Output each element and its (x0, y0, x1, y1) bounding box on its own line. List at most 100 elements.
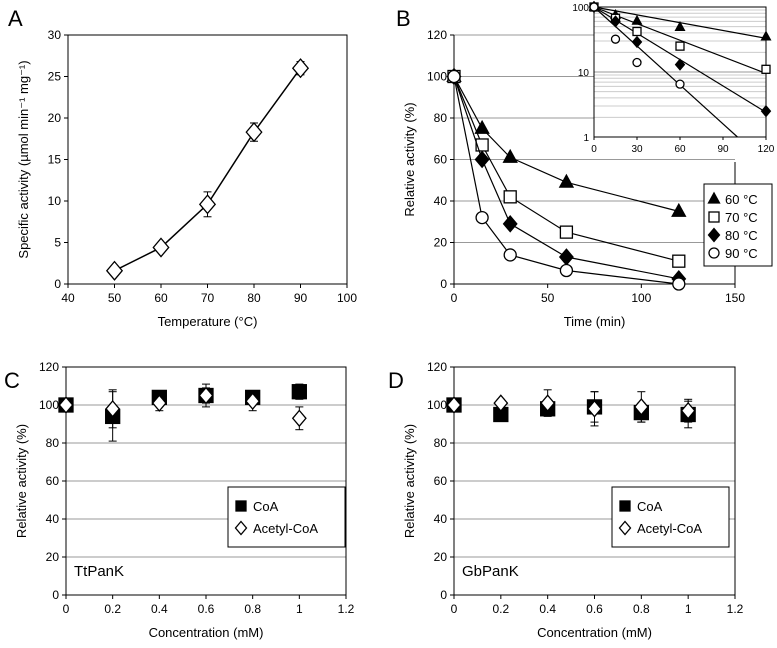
x-axis-label: Temperature (°C) (158, 314, 258, 329)
data-point (671, 202, 687, 217)
data-point (672, 277, 686, 291)
plot-frame (65, 366, 347, 596)
inset-data-point (610, 34, 621, 44)
legend-marker (708, 211, 720, 223)
data-point (493, 394, 509, 412)
data-point (633, 398, 649, 416)
data-point (587, 399, 602, 418)
fit-line (593, 6, 738, 138)
y-axis-label: Relative activity (%) (14, 424, 29, 538)
data-point (291, 58, 310, 79)
legend-marker (619, 500, 631, 512)
x-tick-label: 1.2 (727, 602, 744, 616)
x-tick-label: 100 (337, 291, 357, 305)
x-tick-label: 0.6 (586, 602, 603, 616)
y-tick-label: 60 (46, 474, 60, 488)
series-line (114, 67, 302, 272)
inset-data-point (674, 20, 686, 31)
y-tick-label: 20 (434, 236, 448, 250)
y-tick-label: 120 (427, 360, 447, 374)
panel-letter: B (396, 6, 411, 31)
data-point (503, 190, 517, 204)
y-tick-label: 100 (39, 398, 59, 412)
y-tick-label: 60 (434, 474, 448, 488)
x-axis-label: Time (min) (564, 314, 626, 329)
x-tick-label: 40 (61, 291, 75, 305)
inset-data-point (760, 30, 772, 41)
inset-data-point (760, 104, 772, 118)
legend-label: CoA (253, 499, 279, 514)
inset: 1 10 100 0 30 60 90 120 (572, 0, 775, 155)
y-tick-label: 40 (434, 512, 448, 526)
x-tick-label: 60 (154, 291, 168, 305)
legend-label: 70 °C (725, 210, 758, 225)
legend-marker (618, 520, 632, 536)
x-tick-label: 90 (294, 291, 308, 305)
x-tick-label: 150 (725, 291, 745, 305)
y-tick-label: 40 (46, 512, 60, 526)
y-tick-label: 30 (48, 28, 62, 42)
inset-x-tick-label: 60 (674, 144, 686, 155)
x-tick-label: 1 (685, 602, 692, 616)
y-tick-label: 100 (427, 70, 447, 84)
x-tick-label: 0 (63, 602, 70, 616)
data-point (559, 225, 574, 239)
y-tick-label: 40 (434, 194, 448, 208)
y-tick-label: 25 (48, 70, 62, 84)
x-tick-label: 0.2 (492, 602, 509, 616)
y-tick-label: 0 (54, 277, 61, 291)
x-tick-label: 0.4 (151, 602, 168, 616)
y-axis-label: Relative activity (%) (402, 424, 417, 538)
x-tick-label: 50 (541, 291, 555, 305)
data-point (672, 254, 686, 268)
data-point (245, 392, 261, 411)
data-point (446, 396, 462, 414)
data-point (58, 396, 74, 414)
x-tick-label: 1 (296, 602, 303, 616)
data-point (198, 194, 217, 215)
data-point (291, 384, 307, 400)
panel-D: D 0 20 40 60 80 100 120 0 0.2 0.4 0.6 0.8 1 1.2 Concent… (388, 360, 744, 640)
panel-annotation: GbPanK (462, 563, 519, 580)
x-tick-label: 100 (631, 291, 651, 305)
data-point (105, 399, 121, 418)
inset-x-tick-label: 90 (717, 144, 729, 155)
y-tick-label: 20 (434, 550, 448, 564)
inset-data-point (631, 14, 643, 25)
y-tick-label: 120 (427, 28, 447, 42)
panel-C: C 0 20 40 60 80 100 120 0 0.2 0.4 0.6 0.8 1 1.2 Concent… (4, 360, 355, 640)
y-tick-label: 120 (39, 360, 59, 374)
legend-box (227, 486, 346, 548)
x-tick-label: 0.8 (633, 602, 650, 616)
inset-data-point (632, 26, 642, 37)
data-point (502, 215, 518, 233)
panel-letter: A (8, 6, 23, 31)
data-point (559, 263, 574, 278)
x-axis-label: Concentration (mM) (537, 625, 652, 640)
plot-frame (67, 34, 348, 285)
data-point (503, 248, 517, 262)
legend-label: 90 °C (725, 246, 758, 261)
inset-data-point (674, 58, 686, 71)
y-tick-label: 0 (52, 588, 59, 602)
y-tick-label: 80 (434, 111, 448, 125)
y-tick-label: 10 (48, 194, 62, 208)
data-point (475, 210, 489, 225)
legend-label: CoA (637, 499, 663, 514)
legend-label: Acetyl-CoA (253, 521, 318, 536)
fit-line (593, 6, 767, 75)
inset-data-point (610, 15, 621, 28)
panel-A: A 0 5 10 15 20 25 30 40 50 60 70 80 90 100 Temperature … (8, 6, 357, 329)
inset-x-tick-label: 120 (758, 144, 775, 155)
data-point (447, 69, 461, 84)
legend: 60 °C 70 °C 80 °C 90 °C (703, 183, 773, 267)
data-point (105, 260, 124, 281)
panel-letter: C (4, 368, 20, 393)
x-tick-label: 0.6 (198, 602, 215, 616)
y-tick-label: 0 (440, 277, 447, 291)
x-tick-label: 0 (451, 602, 458, 616)
data-point (540, 394, 556, 412)
data-point (558, 248, 574, 266)
